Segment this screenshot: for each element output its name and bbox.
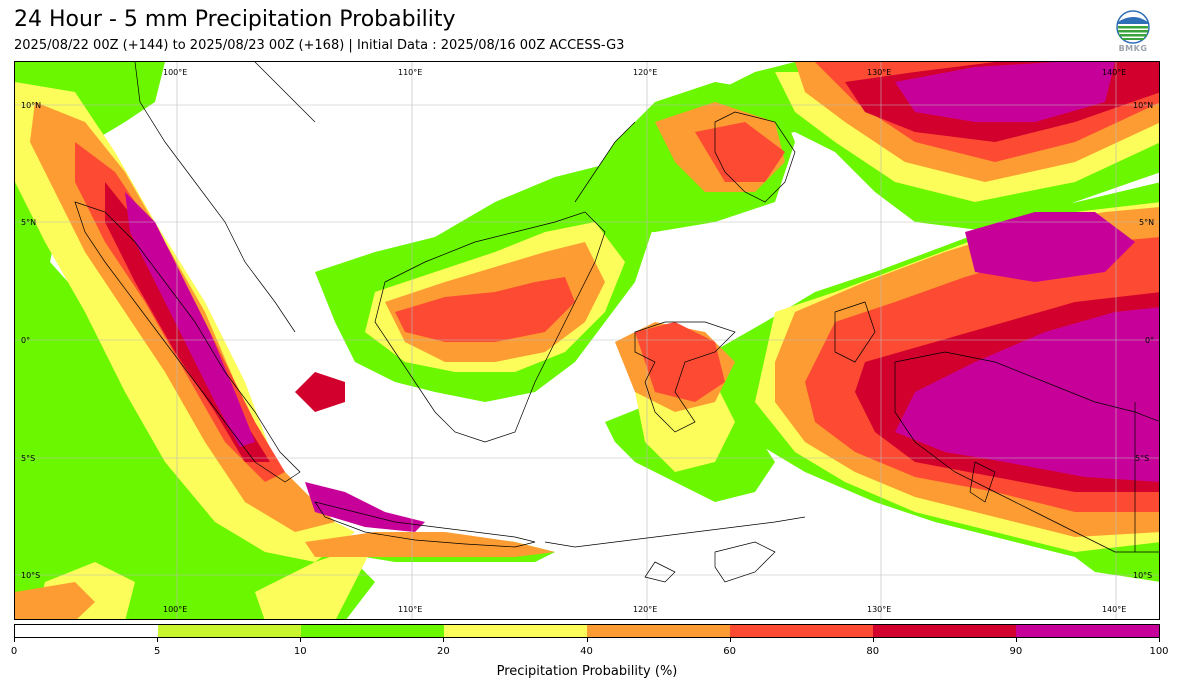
- lat-label-right: 10°N: [1133, 101, 1154, 110]
- lon-label-top: 130°E: [867, 68, 892, 77]
- colorbar-tick-label: 10: [293, 646, 307, 657]
- colorbar-segment: [730, 625, 873, 637]
- colorbar-tick-label: 5: [153, 646, 161, 657]
- lat-label-left: 0°: [21, 336, 31, 345]
- colorbar-tick-mark: [1159, 638, 1160, 642]
- map-title: 24 Hour - 5 mm Precipitation Probability: [14, 7, 456, 32]
- logo-wordmark: BMKG: [1118, 44, 1148, 53]
- precipitation-map: 100°E 110°E 120°E 130°E 140°E 100°E 110°…: [14, 61, 1160, 620]
- lat-label-left: 5°S: [21, 454, 36, 463]
- lat-label-left: 10°S: [21, 571, 41, 580]
- lon-label-bottom: 120°E: [633, 605, 658, 614]
- lon-label-bottom: 100°E: [163, 605, 188, 614]
- lat-label-right: 5°N: [1139, 218, 1155, 227]
- colorbar-tick-mark: [729, 638, 731, 642]
- colorbar-tick-label: 60: [723, 646, 736, 657]
- colorbar: [14, 624, 1160, 638]
- colorbar-label: Precipitation Probability (%): [496, 664, 678, 679]
- colorbar-tick-mark: [872, 638, 874, 642]
- colorbar-tick-label: 80: [866, 646, 880, 657]
- colorbar-tick-label: 0: [10, 646, 18, 657]
- lon-label-top: 110°E: [398, 68, 423, 77]
- colorbar-tick-label: 90: [1009, 646, 1023, 657]
- graticule: [15, 62, 1159, 619]
- lat-label-right: 5°S: [1135, 454, 1150, 463]
- lat-label-left: 10°N: [21, 101, 42, 110]
- colorbar-segment: [158, 625, 301, 637]
- colorbar-segment: [444, 625, 587, 637]
- colorbar-tick-label: 100: [1149, 646, 1169, 657]
- lon-label-top: 120°E: [633, 68, 658, 77]
- lat-label-left: 5°N: [21, 218, 37, 227]
- colorbar-tick-mark: [157, 638, 159, 642]
- colorbar-tick-label: 20: [437, 646, 450, 657]
- lat-label-right: 0°: [1145, 336, 1155, 345]
- lon-label-top: 140°E: [1102, 68, 1127, 77]
- lon-label-bottom: 130°E: [867, 605, 892, 614]
- colorbar-segment: [1016, 625, 1159, 637]
- prob-90-100-areas: [125, 62, 1159, 532]
- bmkg-logo: [1116, 10, 1150, 44]
- colorbar-tick-mark: [14, 638, 15, 642]
- colorbar-segment: [587, 625, 730, 637]
- colorbar-tick-mark: [1015, 638, 1017, 642]
- map-subtitle: 2025/08/22 00Z (+144) to 2025/08/23 00Z …: [14, 38, 625, 53]
- colorbar-tick-mark: [300, 638, 302, 642]
- coastlines: [74, 62, 1159, 583]
- colorbar-tick-label: 40: [580, 646, 593, 657]
- map-canvas: [15, 62, 1159, 619]
- colorbar-segment: [301, 625, 444, 637]
- lon-label-top: 100°E: [163, 68, 188, 77]
- colorbar-segment: [873, 625, 1016, 637]
- lat-label-right: 10°S: [1133, 571, 1153, 580]
- colorbar-segment: [15, 625, 158, 637]
- lon-label-bottom: 110°E: [398, 605, 423, 614]
- lon-label-bottom: 140°E: [1102, 605, 1127, 614]
- colorbar-tick-mark: [443, 638, 445, 642]
- colorbar-tick-mark: [586, 638, 588, 642]
